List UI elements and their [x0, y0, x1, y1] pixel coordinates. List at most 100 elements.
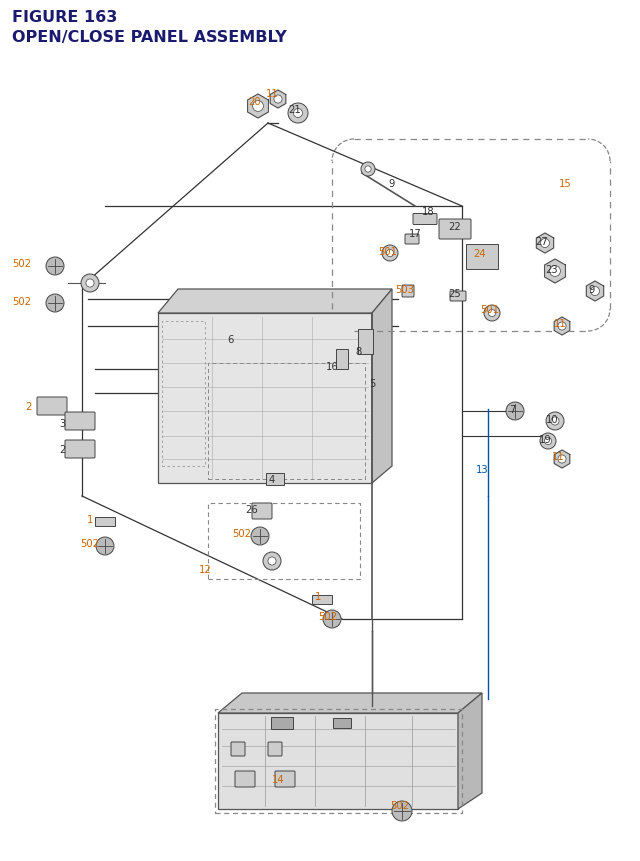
Text: OPEN/CLOSE PANEL ASSEMBLY: OPEN/CLOSE PANEL ASSEMBLY — [12, 30, 287, 45]
Circle shape — [506, 403, 524, 420]
FancyBboxPatch shape — [65, 441, 95, 458]
Circle shape — [591, 288, 600, 296]
Text: 23: 23 — [546, 264, 558, 275]
Circle shape — [263, 553, 281, 570]
Text: 21: 21 — [289, 105, 301, 115]
Circle shape — [46, 257, 64, 276]
Text: 9: 9 — [589, 285, 595, 294]
Circle shape — [545, 438, 552, 445]
Circle shape — [550, 266, 561, 277]
FancyBboxPatch shape — [439, 220, 471, 239]
FancyBboxPatch shape — [37, 398, 67, 416]
Polygon shape — [270, 91, 286, 108]
FancyBboxPatch shape — [271, 717, 293, 729]
Text: 502: 502 — [390, 800, 410, 810]
Polygon shape — [554, 318, 570, 336]
Circle shape — [323, 610, 341, 629]
FancyBboxPatch shape — [358, 329, 372, 354]
FancyBboxPatch shape — [333, 718, 351, 728]
Circle shape — [288, 104, 308, 124]
Text: 3: 3 — [59, 418, 65, 429]
Circle shape — [484, 306, 500, 322]
Polygon shape — [545, 260, 565, 283]
Text: 27: 27 — [536, 237, 548, 247]
FancyBboxPatch shape — [275, 771, 295, 787]
Text: 12: 12 — [198, 564, 211, 574]
Text: 11: 11 — [554, 319, 566, 329]
Circle shape — [253, 102, 264, 112]
Polygon shape — [458, 693, 482, 809]
Text: 24: 24 — [474, 249, 486, 258]
Polygon shape — [158, 313, 372, 483]
Text: 503: 503 — [396, 285, 415, 294]
Text: 502: 502 — [13, 297, 31, 307]
Circle shape — [551, 418, 559, 425]
Text: 5: 5 — [369, 379, 375, 388]
Text: 4: 4 — [269, 474, 275, 485]
FancyBboxPatch shape — [336, 350, 348, 369]
Circle shape — [46, 294, 64, 313]
Circle shape — [541, 239, 550, 248]
Text: 501: 501 — [481, 305, 499, 314]
Text: 10: 10 — [546, 414, 558, 424]
Polygon shape — [586, 282, 604, 301]
Polygon shape — [158, 289, 392, 313]
Text: 502: 502 — [81, 538, 99, 548]
Text: 501: 501 — [378, 247, 397, 257]
Text: 18: 18 — [422, 207, 435, 217]
Circle shape — [86, 280, 94, 288]
FancyBboxPatch shape — [65, 412, 95, 430]
Text: 14: 14 — [272, 774, 284, 784]
Text: 502: 502 — [232, 529, 252, 538]
FancyBboxPatch shape — [466, 245, 498, 269]
Text: 1: 1 — [315, 592, 321, 601]
FancyBboxPatch shape — [405, 235, 419, 245]
Polygon shape — [248, 95, 268, 119]
Text: 8: 8 — [355, 347, 361, 356]
Text: 20: 20 — [249, 97, 261, 107]
Polygon shape — [536, 233, 554, 254]
FancyBboxPatch shape — [268, 742, 282, 756]
Text: 502: 502 — [319, 611, 337, 622]
FancyBboxPatch shape — [235, 771, 255, 787]
Text: 19: 19 — [539, 435, 552, 444]
Polygon shape — [218, 693, 482, 713]
Circle shape — [488, 310, 495, 317]
Circle shape — [268, 557, 276, 566]
Text: 7: 7 — [509, 405, 515, 414]
Circle shape — [274, 96, 282, 104]
Text: 25: 25 — [449, 288, 461, 299]
Text: 2: 2 — [59, 444, 65, 455]
Circle shape — [96, 537, 114, 555]
Circle shape — [540, 433, 556, 449]
Circle shape — [558, 455, 566, 463]
Text: 26: 26 — [246, 505, 259, 514]
Text: 6: 6 — [227, 335, 233, 344]
Circle shape — [294, 109, 303, 118]
Text: 11: 11 — [266, 89, 278, 99]
FancyBboxPatch shape — [312, 595, 332, 604]
Circle shape — [382, 245, 398, 262]
Text: 502: 502 — [13, 258, 31, 269]
Text: 13: 13 — [476, 464, 488, 474]
Text: 15: 15 — [559, 179, 572, 189]
Text: 16: 16 — [326, 362, 339, 372]
FancyBboxPatch shape — [413, 214, 437, 226]
Text: 1: 1 — [87, 514, 93, 524]
FancyBboxPatch shape — [231, 742, 245, 756]
Circle shape — [387, 250, 394, 257]
Text: 9: 9 — [389, 179, 395, 189]
Circle shape — [365, 167, 371, 173]
Circle shape — [558, 323, 566, 331]
Text: FIGURE 163: FIGURE 163 — [12, 10, 117, 25]
Circle shape — [361, 163, 375, 177]
Circle shape — [251, 528, 269, 545]
FancyBboxPatch shape — [402, 286, 414, 298]
Text: 22: 22 — [449, 222, 461, 232]
Polygon shape — [372, 289, 392, 483]
Text: 2: 2 — [25, 401, 31, 412]
FancyBboxPatch shape — [252, 504, 272, 519]
FancyBboxPatch shape — [450, 292, 466, 301]
Circle shape — [546, 412, 564, 430]
Text: 11: 11 — [552, 451, 564, 461]
